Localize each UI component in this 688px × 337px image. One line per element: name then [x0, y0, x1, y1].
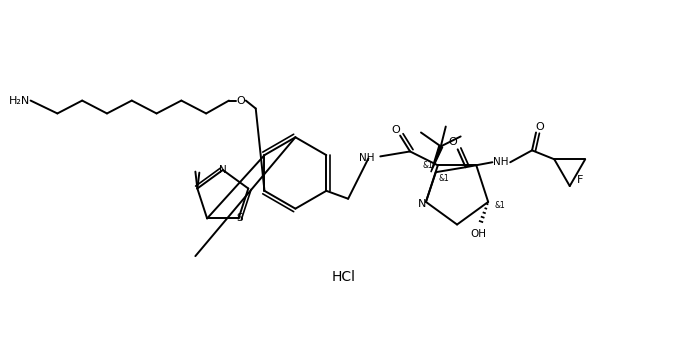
Text: HCl: HCl [332, 270, 356, 284]
Text: O: O [391, 125, 400, 134]
Text: &1: &1 [422, 161, 433, 170]
Text: &1: &1 [495, 202, 506, 210]
Text: N: N [219, 165, 227, 175]
Text: NH: NH [493, 157, 508, 167]
Text: N: N [418, 199, 426, 209]
Text: O: O [449, 137, 457, 147]
Text: F: F [577, 175, 583, 185]
Text: O: O [536, 122, 544, 131]
Text: O: O [237, 96, 245, 105]
Polygon shape [431, 146, 442, 172]
Text: S: S [236, 213, 243, 223]
Text: &1: &1 [438, 174, 449, 183]
Text: OH: OH [471, 229, 486, 239]
Text: H₂N: H₂N [10, 96, 30, 105]
Text: NH: NH [359, 153, 374, 163]
